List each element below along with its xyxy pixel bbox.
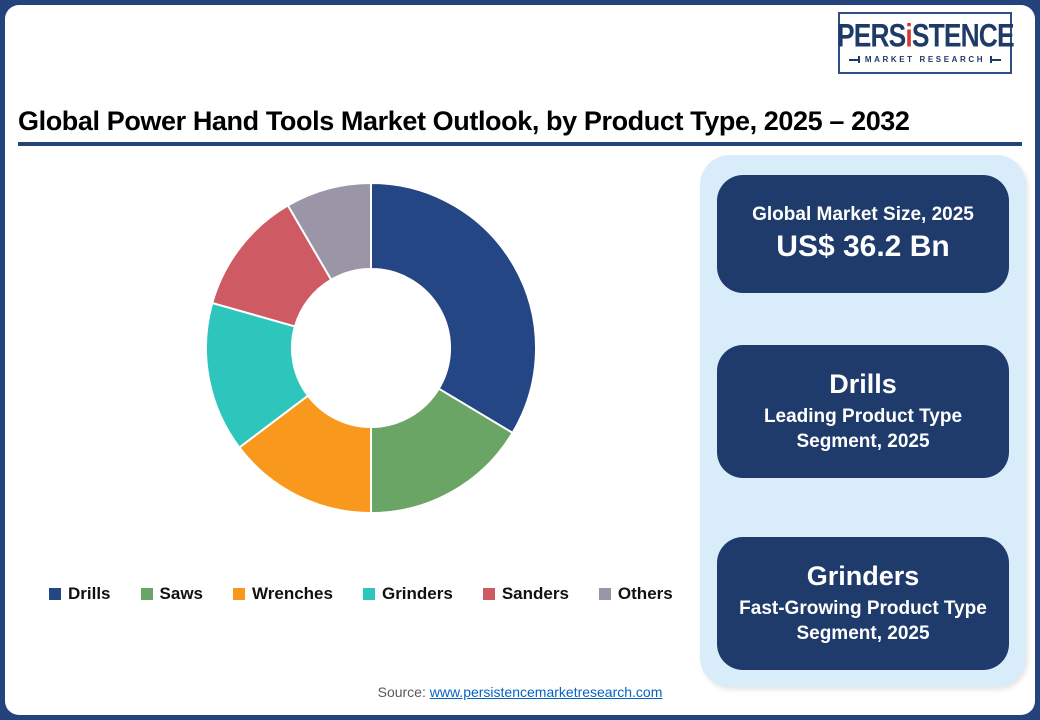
donut-segment-wrenches	[237, 394, 372, 515]
title-underline	[18, 142, 1022, 146]
market-size-card: Global Market Size, 2025 US$ 36.2 Bn	[717, 175, 1009, 293]
legend-item-wrenches: Wrenches	[233, 584, 333, 604]
legend-swatch-icon	[49, 588, 61, 600]
donut-segment-others	[286, 181, 372, 282]
market-size-value: US$ 36.2 Bn	[776, 230, 950, 264]
legend-item-grinders: Grinders	[362, 584, 453, 604]
donut-segment-grinders	[205, 301, 310, 449]
source-label: Source:	[377, 684, 426, 700]
legend-label: Sanders	[501, 584, 569, 603]
page-title: Global Power Hand Tools Market Outlook, …	[18, 106, 910, 136]
legend-swatch-icon	[362, 588, 375, 600]
logo-red-i: i	[905, 18, 912, 55]
logo-text-pre: PERS	[836, 18, 906, 55]
highlight-panel: Global Market Size, 2025 US$ 36.2 Bn Dri…	[700, 155, 1026, 687]
donut-segment-saws	[370, 387, 514, 515]
legend-swatch-icon	[233, 588, 246, 600]
logo-rule-right-icon	[990, 55, 1002, 64]
logo-tagline-text: MARKET RESEARCH	[864, 55, 986, 64]
fast-growing-segment-name: Grinders	[806, 561, 920, 592]
persistence-logo: PERSiSTENCE MARKET RESEARCH	[836, 12, 1015, 74]
source-line: Source: www.persistencemarketresearch.co…	[5, 684, 1035, 700]
market-size-label: Global Market Size, 2025	[752, 204, 974, 226]
logo-rule-left-icon	[848, 55, 860, 64]
leading-segment-desc: Leading Product Type Segment, 2025	[763, 405, 963, 453]
legend-label: Grinders	[381, 584, 453, 603]
legend-swatch-icon	[482, 588, 495, 600]
leading-segment-name: Drills	[829, 369, 897, 400]
page-background: PERSiSTENCE MARKET RESEARCH Global Power…	[5, 5, 1035, 715]
legend-swatch-icon	[140, 588, 153, 600]
donut-chart-svg	[205, 181, 537, 515]
legend-item-saws: Saws	[140, 584, 204, 604]
donut-segment-drills	[370, 181, 537, 435]
donut-chart	[203, 180, 539, 516]
legend-item-others: Others	[598, 584, 673, 604]
legend-swatch-icon	[598, 588, 611, 600]
source-link[interactable]: www.persistencemarketresearch.com	[429, 684, 663, 700]
legend-label: Saws	[159, 584, 204, 603]
logo-tagline: MARKET RESEARCH	[848, 55, 1002, 64]
legend-item-drills: Drills	[49, 584, 111, 604]
legend-item-sanders: Sanders	[482, 584, 569, 604]
chart-legend: Drills Saws Wrenches Grinders Sanders Others	[49, 584, 673, 604]
logo-wordmark: PERSiSTENCE	[836, 18, 1015, 55]
fast-growing-segment-desc: Fast-Growing Product Type Segment, 2025	[739, 597, 987, 645]
legend-label: Wrenches	[252, 584, 333, 603]
legend-label: Others	[617, 584, 673, 603]
logo-text-post: STENCE	[911, 18, 1015, 55]
legend-label: Drills	[68, 584, 111, 603]
leading-segment-card: Drills Leading Product Type Segment, 202…	[717, 345, 1009, 478]
fast-growing-segment-card: Grinders Fast-Growing Product Type Segme…	[717, 537, 1009, 670]
